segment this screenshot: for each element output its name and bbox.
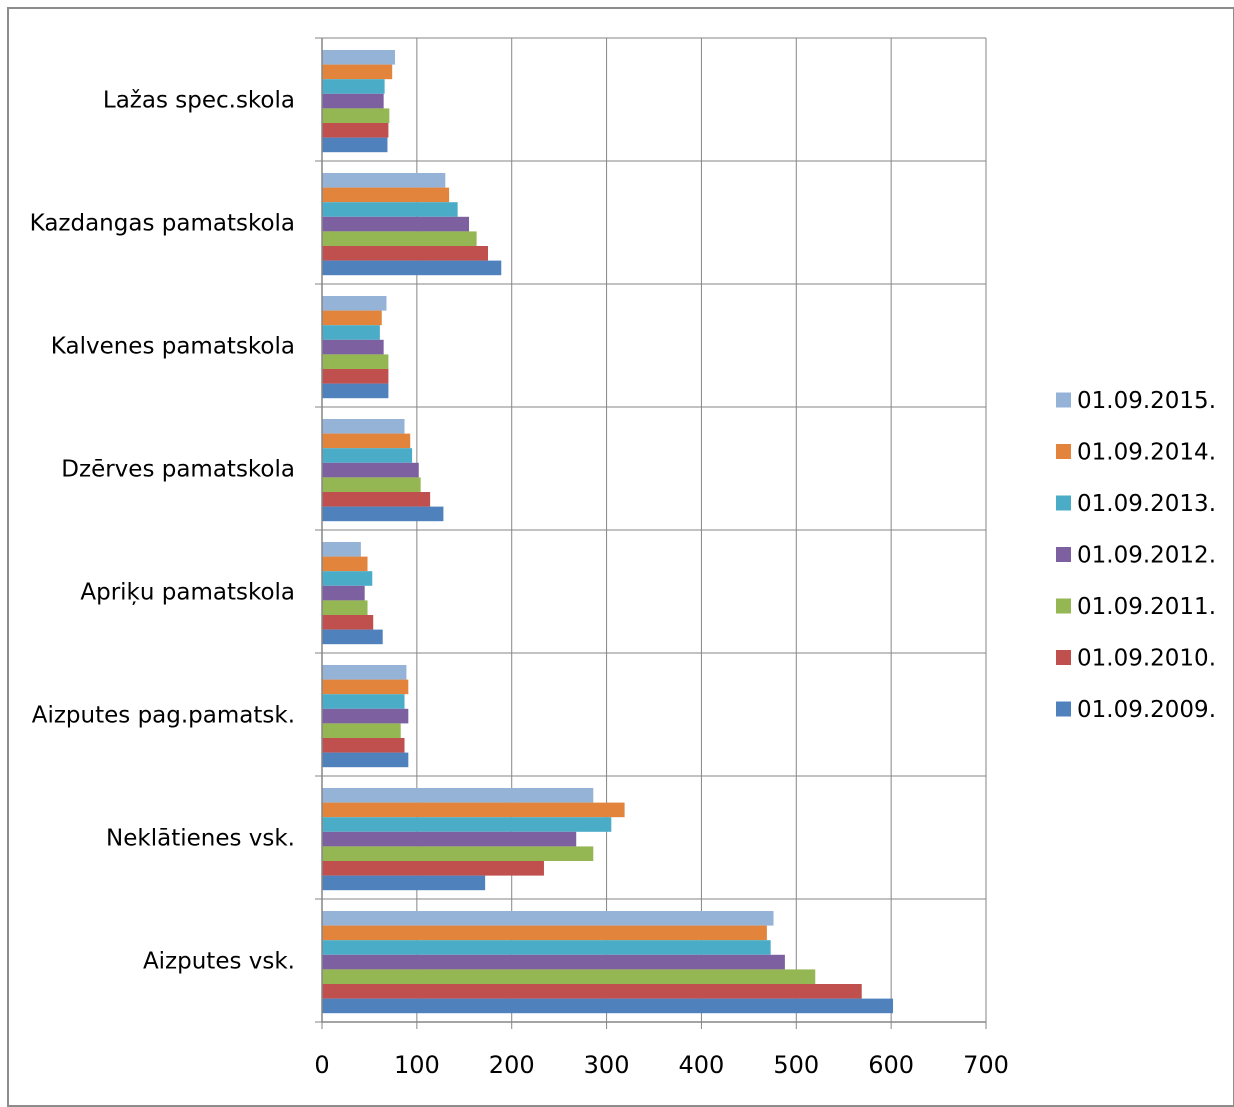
category-label: Aizputes pag.pamatsk. (32, 703, 295, 729)
bar (322, 817, 612, 832)
bar (322, 477, 421, 492)
bar (322, 615, 374, 630)
bar (322, 556, 368, 572)
legend-swatch (1056, 547, 1071, 562)
bar (322, 448, 413, 463)
bar (322, 723, 401, 738)
bar (322, 969, 816, 984)
bar (322, 354, 389, 369)
bar (322, 940, 771, 955)
bar (322, 492, 431, 507)
bar (322, 325, 380, 340)
legend-label: 01.09.2013. (1077, 491, 1216, 517)
axes (315, 37, 987, 1029)
x-tick-label: 0 (314, 1051, 329, 1079)
legend-swatch (1056, 650, 1071, 665)
bar (322, 679, 409, 695)
bar (322, 694, 405, 709)
x-tick-label: 500 (773, 1051, 819, 1079)
bar (322, 123, 389, 138)
bar (322, 861, 544, 876)
category-label: Lažas spec.skola (103, 88, 295, 114)
bar (322, 629, 383, 645)
bar (322, 246, 488, 261)
x-tick-label: 200 (489, 1051, 535, 1079)
legend-swatch (1056, 444, 1071, 459)
legend-swatch (1056, 701, 1071, 717)
category-labels: Lažas spec.skola Kazdangas pamatskola Kalv… (30, 88, 295, 975)
bar (322, 984, 862, 999)
bar (322, 419, 405, 434)
bar (322, 187, 450, 203)
bar (322, 802, 625, 818)
bar (322, 585, 365, 601)
legend-swatch (1056, 495, 1071, 511)
x-tick-label: 300 (584, 1051, 630, 1079)
bar (322, 231, 477, 246)
bar (322, 296, 387, 311)
x-tick-labels: 0 100 200 300 400 500 600 700 (314, 1051, 1009, 1079)
category-label: Aizputes vsk. (143, 949, 295, 975)
x-tick-label: 100 (394, 1051, 440, 1079)
bar (322, 752, 409, 768)
bar (322, 339, 384, 355)
x-tick-label: 600 (868, 1051, 914, 1079)
bar (322, 600, 368, 615)
bar (322, 173, 446, 188)
category-label: Kazdangas pamatskola (30, 211, 295, 237)
bar (322, 875, 486, 891)
legend-label: 01.09.2012. (1077, 543, 1216, 569)
bar (322, 542, 361, 557)
legend-label: 01.09.2010. (1077, 646, 1216, 672)
bar (322, 846, 594, 861)
x-tick-label: 700 (963, 1051, 1009, 1079)
bars (322, 50, 894, 1014)
bar (322, 369, 389, 384)
category-label: Kalvenes pamatskola (51, 334, 295, 360)
bar (322, 462, 419, 478)
bar (322, 260, 502, 276)
legend-label: 01.09.2014. (1077, 440, 1216, 466)
bar (322, 571, 373, 586)
bar (322, 79, 385, 94)
bar (322, 310, 382, 326)
legend-label: 01.09.2009. (1077, 697, 1216, 723)
bar (322, 788, 594, 803)
bar (322, 137, 388, 153)
bar (322, 954, 785, 970)
bar (322, 202, 458, 217)
legend-swatch (1056, 392, 1071, 408)
category-label: Apriķu pamatskola (80, 580, 295, 606)
bar (322, 506, 444, 522)
bar (322, 433, 411, 449)
legend-swatch (1056, 598, 1071, 614)
bar (322, 738, 405, 753)
bar (322, 708, 409, 724)
legend-label: 01.09.2015. (1077, 388, 1216, 414)
legend-label: 01.09.2011. (1077, 594, 1216, 620)
bar (322, 998, 894, 1014)
bar (322, 50, 396, 65)
bar (322, 93, 384, 109)
category-label: Neklātienes vsk. (106, 826, 295, 852)
bar (322, 911, 774, 926)
bar (322, 831, 577, 847)
bar (322, 665, 407, 680)
bar (322, 925, 767, 941)
bar (322, 216, 470, 232)
legend: 01.09.2015. 01.09.2014. 01.09.2013. 01.09.2… (1056, 388, 1216, 723)
category-label: Dzērves pamatskola (61, 457, 295, 483)
bar (322, 383, 389, 399)
bar (322, 108, 390, 123)
bar (322, 64, 393, 80)
x-tick-label: 400 (679, 1051, 725, 1079)
